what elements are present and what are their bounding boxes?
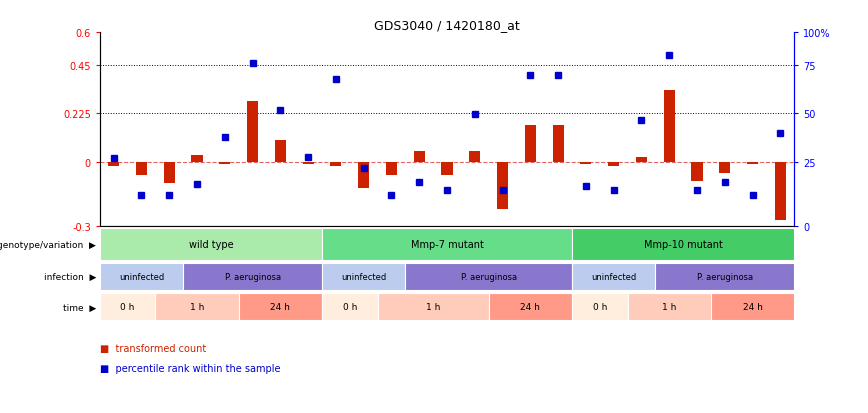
Text: P. aeruginosa: P. aeruginosa bbox=[461, 273, 516, 282]
Bar bbox=[303, 162, 313, 164]
Text: P. aeruginosa: P. aeruginosa bbox=[225, 273, 280, 282]
Bar bbox=[386, 162, 397, 175]
Bar bbox=[581, 162, 591, 164]
Bar bbox=[636, 158, 647, 162]
Text: ■  transformed count: ■ transformed count bbox=[100, 343, 206, 353]
Bar bbox=[192, 156, 202, 162]
Bar bbox=[572, 264, 655, 291]
Bar bbox=[720, 162, 730, 173]
Bar bbox=[553, 126, 563, 162]
Bar bbox=[414, 152, 424, 162]
Bar bbox=[136, 162, 147, 175]
Bar bbox=[489, 294, 572, 320]
Bar bbox=[572, 229, 794, 261]
Text: infection  ▶: infection ▶ bbox=[44, 273, 96, 282]
Bar bbox=[183, 264, 322, 291]
Text: wild type: wild type bbox=[188, 240, 233, 249]
Bar bbox=[711, 294, 794, 320]
Text: 0 h: 0 h bbox=[593, 303, 607, 312]
Text: uninfected: uninfected bbox=[591, 273, 636, 282]
Bar bbox=[378, 294, 489, 320]
Bar bbox=[655, 264, 794, 291]
Text: genotype/variation  ▶: genotype/variation ▶ bbox=[0, 240, 96, 249]
Text: Mmp-10 mutant: Mmp-10 mutant bbox=[644, 240, 722, 249]
Bar bbox=[497, 162, 508, 210]
Text: 24 h: 24 h bbox=[521, 303, 540, 312]
Bar bbox=[155, 294, 239, 320]
Bar bbox=[572, 294, 628, 320]
Bar bbox=[775, 162, 786, 221]
Text: uninfected: uninfected bbox=[341, 273, 386, 282]
Bar bbox=[322, 294, 378, 320]
Text: 0 h: 0 h bbox=[121, 303, 135, 312]
Text: 0 h: 0 h bbox=[343, 303, 357, 312]
Text: Mmp-7 mutant: Mmp-7 mutant bbox=[411, 240, 483, 249]
Bar bbox=[331, 162, 341, 166]
Text: time  ▶: time ▶ bbox=[63, 303, 96, 312]
Bar bbox=[275, 141, 286, 162]
Bar bbox=[220, 162, 230, 164]
Bar bbox=[747, 162, 758, 164]
Title: GDS3040 / 1420180_at: GDS3040 / 1420180_at bbox=[374, 19, 520, 32]
Text: P. aeruginosa: P. aeruginosa bbox=[697, 273, 753, 282]
Bar bbox=[108, 162, 119, 166]
Text: 24 h: 24 h bbox=[743, 303, 762, 312]
Text: 1 h: 1 h bbox=[662, 303, 676, 312]
Bar bbox=[664, 91, 674, 162]
Bar bbox=[628, 294, 711, 320]
Bar bbox=[692, 162, 702, 182]
Bar bbox=[239, 294, 322, 320]
Text: 24 h: 24 h bbox=[271, 303, 290, 312]
Bar bbox=[470, 152, 480, 162]
Bar bbox=[525, 126, 536, 162]
Text: uninfected: uninfected bbox=[119, 273, 164, 282]
Bar bbox=[100, 294, 155, 320]
Bar bbox=[247, 102, 258, 162]
Text: 1 h: 1 h bbox=[190, 303, 204, 312]
Text: 1 h: 1 h bbox=[426, 303, 440, 312]
Bar bbox=[100, 229, 322, 261]
Bar bbox=[442, 162, 452, 175]
Bar bbox=[608, 162, 619, 166]
Bar bbox=[100, 264, 183, 291]
Bar bbox=[322, 229, 572, 261]
Bar bbox=[358, 162, 369, 188]
Bar bbox=[164, 162, 174, 184]
Text: ■  percentile rank within the sample: ■ percentile rank within the sample bbox=[100, 363, 280, 373]
Bar bbox=[405, 264, 572, 291]
Bar bbox=[322, 264, 405, 291]
